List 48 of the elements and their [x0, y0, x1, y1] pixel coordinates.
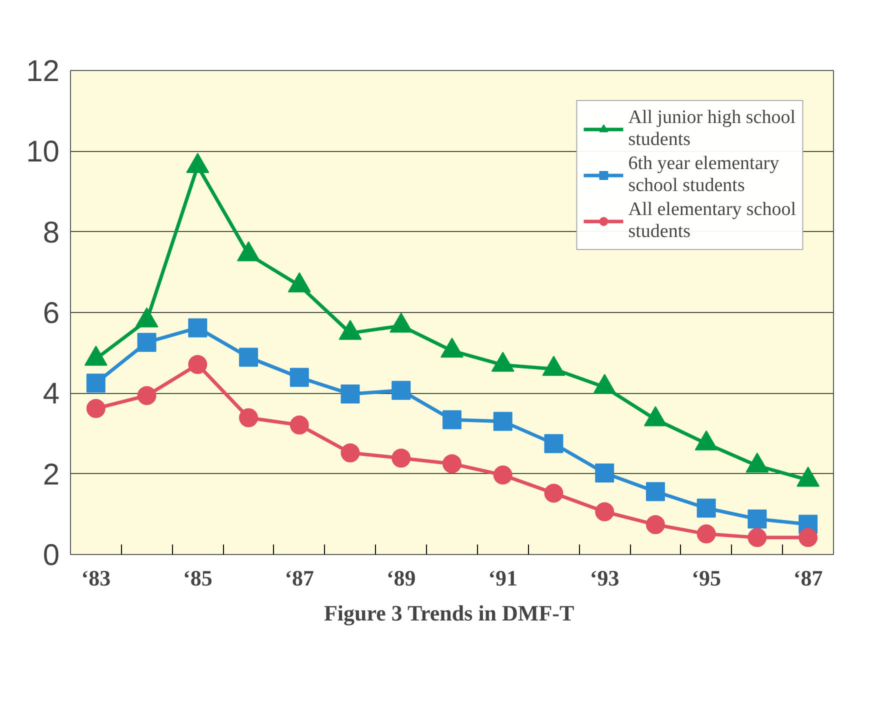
point	[392, 380, 411, 400]
y-tick-label: 12	[26, 55, 60, 88]
point	[798, 528, 818, 548]
x-tick-label: ‘89	[386, 566, 416, 590]
x-tick-label: ‘95	[692, 566, 721, 590]
legend-label: All junior high school students	[628, 107, 796, 151]
x-tick-label: ‘87	[793, 566, 823, 590]
point	[188, 355, 208, 374]
point	[86, 399, 106, 418]
point	[544, 434, 564, 454]
point	[290, 368, 309, 387]
point	[748, 528, 767, 548]
point	[188, 318, 208, 338]
point	[493, 412, 512, 431]
point	[137, 332, 156, 352]
point	[392, 448, 411, 468]
point	[646, 482, 665, 502]
point	[493, 466, 512, 485]
y-tick-label: 10	[26, 136, 60, 169]
text: Figure 3 Trends in DMF-T	[324, 600, 574, 626]
point	[86, 374, 106, 393]
y-tick-label: 0	[42, 539, 60, 572]
x-tick-label: ‘87	[284, 566, 314, 590]
x-tick-label: ‘93	[590, 566, 620, 590]
point	[442, 410, 462, 430]
point	[340, 443, 360, 462]
point	[442, 454, 462, 474]
point	[595, 464, 614, 483]
point	[239, 348, 258, 367]
x-tick-label: ‘85	[183, 566, 212, 590]
point	[696, 498, 716, 518]
point	[646, 515, 665, 534]
legend-label: 6th year elementary school students	[628, 153, 780, 197]
point	[595, 502, 614, 522]
legend-label: All elementary school students	[628, 199, 796, 243]
y-tick-label: 2	[42, 458, 60, 492]
x-tick-label: ‘91	[488, 566, 518, 590]
x-tick-label: ‘83	[81, 566, 111, 590]
point	[696, 524, 716, 544]
point	[239, 408, 258, 428]
point	[137, 386, 156, 406]
point	[340, 384, 360, 404]
point	[748, 510, 767, 529]
y-tick-label: 4	[42, 378, 60, 411]
y-tick-label: 8	[42, 216, 60, 250]
point	[290, 416, 309, 435]
y-tick-label: 6	[42, 297, 60, 330]
point	[544, 484, 564, 503]
